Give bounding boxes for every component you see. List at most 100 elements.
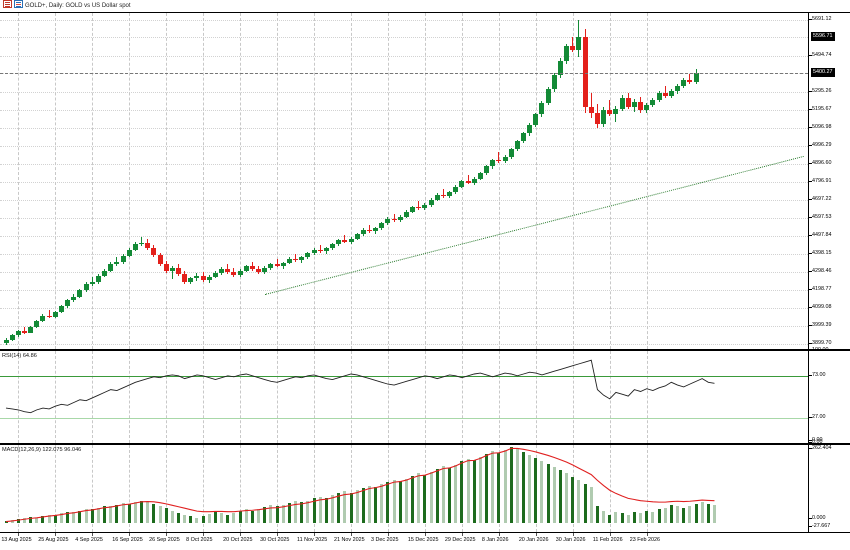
price-tick-label: 4099.08 [812,303,832,310]
macd-histogram-bar [435,468,439,524]
candle-body [564,46,570,61]
candle-body [373,228,379,232]
macd-histogram-bar [109,506,113,524]
price-gridline [0,127,808,129]
date-tick-label: 16 Sep 2025 [112,537,143,543]
price-tick-label: 5596.71 [811,32,835,42]
grid-icon[interactable] [3,0,12,8]
price-tick-label: 4896.60 [812,159,832,166]
macd-histogram-bar [589,487,593,524]
candle-body [120,255,126,263]
candle-body [539,102,545,114]
price-vgridline [129,13,131,349]
date-tick-label: 8 Oct 2025 [186,537,213,543]
candle-body [601,109,607,125]
macd-histogram-bar [700,501,704,524]
macd-histogram-bar [392,479,396,524]
candle-body [151,247,157,256]
macd-histogram-bar [294,501,298,524]
macd-histogram-bar [522,452,525,524]
price-plot-area[interactable] [0,13,808,349]
macd-histogram-bar [103,505,107,524]
candle-body [434,194,440,200]
macd-histogram-bar [441,466,445,524]
price-vgridline [387,13,389,349]
candle-body [3,339,9,343]
date-tick-label: 23 Feb 2026 [629,537,660,543]
macd-histogram-bar [226,514,230,524]
macd-histogram-bar [429,471,433,524]
macd-histogram-bar [515,449,519,524]
rsi-plot-area[interactable]: RSI(14) 64.86 [0,351,808,443]
candle-body [342,240,348,242]
rsi-band [0,375,808,377]
macd-histogram-bar [404,478,408,524]
price-panel[interactable]: 5691.12 5596.71 5494.74 5400.27 5295.26 5195.… [0,12,850,350]
candle-body [410,206,416,212]
candle-wick [467,174,469,185]
macd-histogram-bar [355,490,359,524]
price-tick-label: 4796.91 [812,177,832,184]
price-tick-label: 4398.15 [812,249,832,256]
candle-body [219,268,225,273]
macd-panel[interactable]: MACD(12,26,9) 122.075 96.046 0.00 262.404… [0,437,850,533]
price-gridline [0,325,808,327]
price-vgridline [351,13,352,349]
macd-histogram-bar [614,512,618,524]
macd-histogram-bar [220,513,224,524]
date-tick-label: 8 Jan 2026 [481,537,509,543]
macd-histogram-bar [460,461,464,524]
candle-body [212,272,218,277]
price-vgridline [277,13,279,349]
macd-histogram-bar [53,515,57,524]
candle-body [551,74,557,90]
macd-histogram-bar [657,509,661,524]
candle-body [557,60,563,75]
candle-body [126,249,132,256]
price-axis: 5691.12 5596.71 5494.74 5400.27 5295.26 5195.… [808,13,850,349]
macd-histogram-bar [497,452,501,524]
candle-body [305,253,311,258]
candle-body [65,300,71,307]
macd-histogram-bar [29,516,33,524]
candle-body [508,149,514,157]
candle-body [440,194,446,196]
candle-body [422,205,428,209]
trendline[interactable] [265,155,805,296]
price-tick: 3899.70 [809,339,850,348]
macd-histogram-bar [16,519,20,524]
candle-body [83,283,89,291]
macd-histogram-bar [417,473,421,524]
candle-body [465,181,471,183]
macd-histogram-bar [478,457,482,524]
date-tick [92,533,94,536]
price-gridline [0,91,808,93]
rsi-tick-label: 0.00 [812,439,823,445]
macd-histogram-bar [133,502,137,524]
candle-body [391,218,397,220]
macd-histogram-bar [324,497,328,524]
candle-body [675,85,681,92]
date-tick [609,533,611,536]
macd-histogram-bar [177,512,180,524]
candle-body [681,79,687,86]
macd-histogram-bar [269,505,273,524]
candle-wick [664,86,666,98]
chart-icon[interactable] [14,0,23,8]
macd-histogram-bar [485,453,489,524]
macd-tick: -27.667 [809,522,850,531]
date-tick-label: 11 Nov 2025 [297,537,328,543]
price-tick-label: 4298.46 [812,267,832,274]
macd-histogram-bar [651,511,655,524]
candle-body [490,159,496,167]
date-tick [424,533,426,536]
date-tick-label: 4 Sep 2025 [75,537,103,543]
rsi-panel[interactable]: RSI(14) 64.86 100.00 73.00 27.00 0.00 [0,347,850,445]
macd-histogram-bar [121,503,125,524]
macd-histogram-bar [152,503,156,524]
macd-histogram-bar [595,505,599,524]
date-tick [203,533,205,536]
date-tick [387,533,389,536]
macd-plot-area[interactable]: MACD(12,26,9) 122.075 96.046 [0,445,808,532]
candle-body [243,266,249,271]
